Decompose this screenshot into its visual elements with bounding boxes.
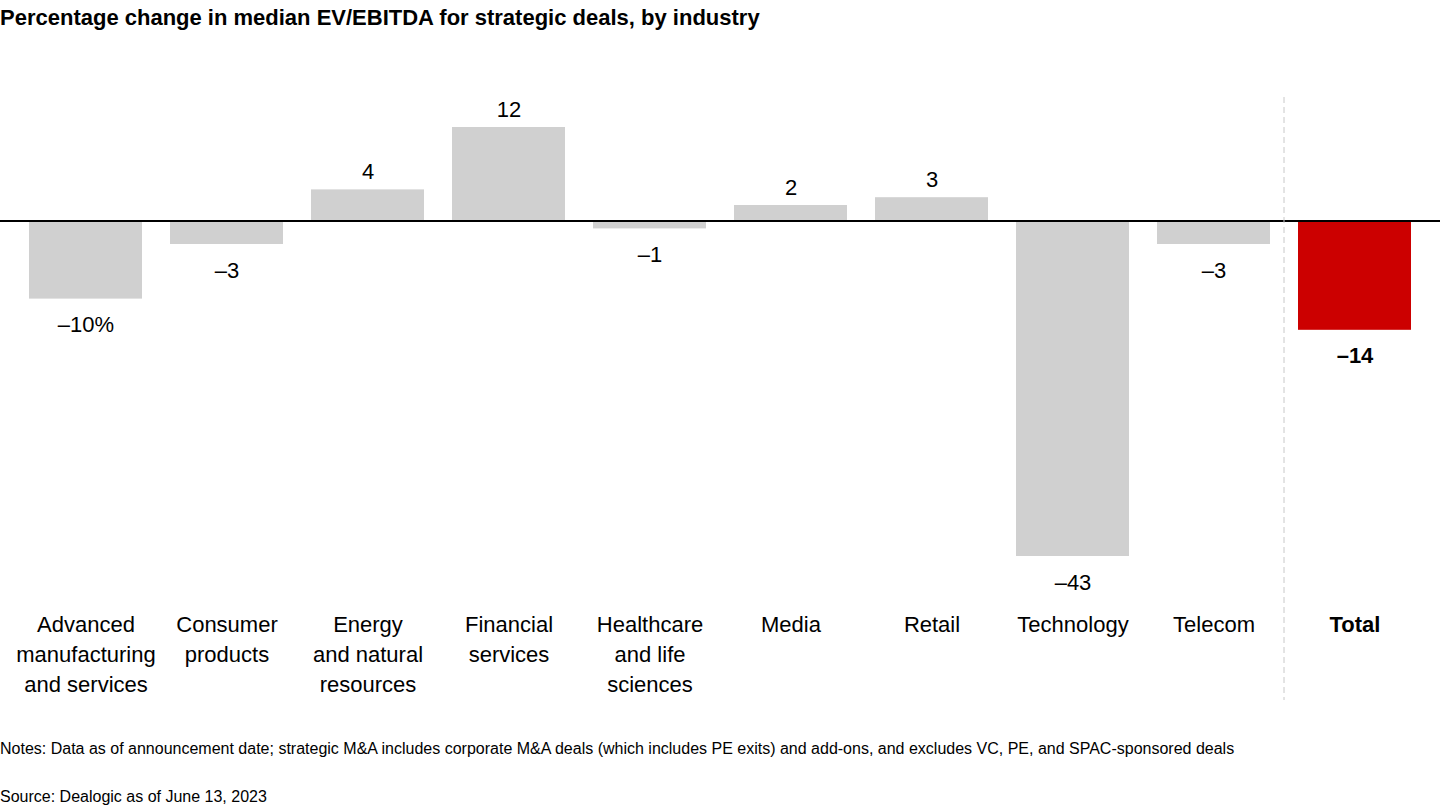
svg-text:Financialservices: Financialservices	[465, 612, 553, 667]
svg-text:–43: –43	[1055, 570, 1092, 595]
svg-text:Technology: Technology	[1017, 612, 1128, 637]
svg-text:Media: Media	[761, 612, 822, 637]
svg-text:3: 3	[926, 167, 938, 192]
html-text:Source: Dealogic as of June 13: Source: Dealogic as of June 13, 2023	[0, 788, 267, 805]
svg-text:Total: Total	[1330, 612, 1381, 637]
svg-text:Retail: Retail	[904, 612, 960, 637]
svg-text:Advancedmanufacturingand servi: Advancedmanufacturingand services	[16, 612, 155, 697]
svg-text:–3: –3	[1202, 258, 1226, 283]
svg-text:Energyand naturalresources: Energyand naturalresources	[313, 612, 423, 697]
html-text:Percentage change in median EV: Percentage change in median EV/EBITDA fo…	[0, 5, 760, 30]
svg-text:Consumerproducts: Consumerproducts	[176, 612, 277, 667]
svg-text:–1: –1	[638, 242, 662, 267]
svg-text:Healthcareand lifesciences: Healthcareand lifesciences	[597, 612, 703, 697]
svg-text:–3: –3	[215, 258, 239, 283]
html-text:Notes: Data as of announcement: Notes: Data as of announcement date; str…	[0, 740, 1235, 757]
svg-text:–14: –14	[1337, 343, 1374, 368]
svg-text:12: 12	[497, 97, 521, 122]
svg-text:Telecom: Telecom	[1173, 612, 1255, 637]
svg-text:–10%: –10%	[58, 312, 114, 337]
svg-text:2: 2	[785, 175, 797, 200]
svg-text:4: 4	[362, 159, 374, 184]
